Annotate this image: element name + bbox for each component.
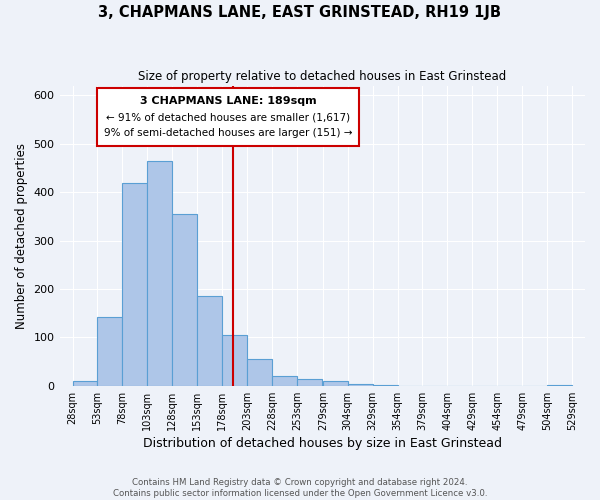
Text: 9% of semi-detached houses are larger (151) →: 9% of semi-detached houses are larger (1… xyxy=(104,128,352,138)
Bar xyxy=(73,381,97,386)
X-axis label: Distribution of detached houses by size in East Grinstead: Distribution of detached houses by size … xyxy=(143,437,502,450)
Bar xyxy=(122,184,147,386)
Text: 3 CHAPMANS LANE: 189sqm: 3 CHAPMANS LANE: 189sqm xyxy=(140,96,316,106)
Bar xyxy=(147,160,172,386)
Y-axis label: Number of detached properties: Number of detached properties xyxy=(15,142,28,328)
Bar xyxy=(197,296,222,386)
Bar xyxy=(247,359,272,386)
Bar xyxy=(547,385,572,386)
Bar xyxy=(297,379,322,386)
Bar xyxy=(172,214,197,386)
Text: 3, CHAPMANS LANE, EAST GRINSTEAD, RH19 1JB: 3, CHAPMANS LANE, EAST GRINSTEAD, RH19 1… xyxy=(98,5,502,20)
Bar xyxy=(323,381,347,386)
Bar xyxy=(222,335,247,386)
Title: Size of property relative to detached houses in East Grinstead: Size of property relative to detached ho… xyxy=(138,70,506,83)
Bar xyxy=(272,376,297,386)
Text: Contains HM Land Registry data © Crown copyright and database right 2024.
Contai: Contains HM Land Registry data © Crown c… xyxy=(113,478,487,498)
FancyBboxPatch shape xyxy=(97,88,359,146)
Text: ← 91% of detached houses are smaller (1,617): ← 91% of detached houses are smaller (1,… xyxy=(106,112,350,122)
Bar xyxy=(97,316,122,386)
Bar xyxy=(347,384,373,386)
